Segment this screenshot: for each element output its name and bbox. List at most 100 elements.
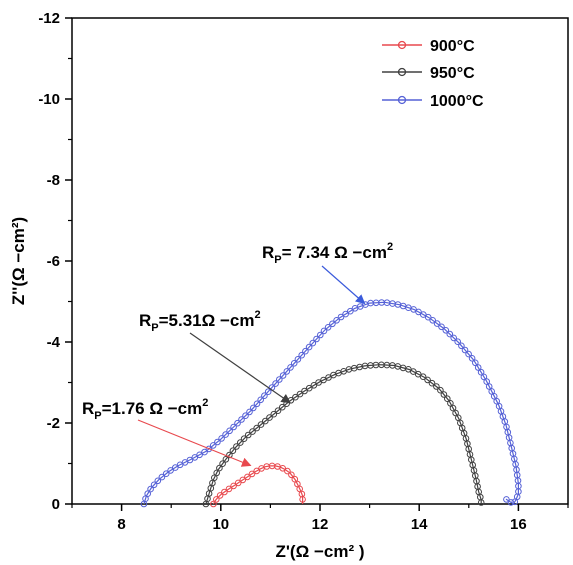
data-point bbox=[288, 471, 295, 479]
legend-label-1000: 1000°C bbox=[430, 93, 484, 110]
data-point bbox=[186, 456, 194, 464]
data-point bbox=[225, 485, 233, 493]
data-point bbox=[196, 451, 203, 459]
data-point bbox=[257, 396, 265, 404]
x-tick-label: 8 bbox=[117, 516, 125, 533]
data-point bbox=[279, 403, 286, 411]
data-point bbox=[237, 439, 244, 446]
data-point bbox=[465, 350, 472, 358]
data-point bbox=[305, 384, 313, 392]
series-layer bbox=[140, 299, 522, 508]
data-point bbox=[238, 416, 245, 423]
data-point bbox=[474, 364, 482, 371]
data-point bbox=[276, 376, 283, 383]
data-point bbox=[226, 427, 233, 435]
data-point bbox=[342, 310, 349, 318]
data-point bbox=[226, 451, 233, 459]
data-point bbox=[219, 460, 226, 468]
data-point bbox=[324, 324, 332, 331]
data-point bbox=[305, 343, 313, 351]
data-point bbox=[233, 443, 240, 450]
data-point bbox=[511, 498, 519, 506]
annotation-text-950: =5.31Ω −cm bbox=[159, 311, 255, 330]
data-point bbox=[410, 368, 417, 375]
y-tick-label: -6 bbox=[47, 253, 60, 270]
data-point bbox=[210, 500, 217, 508]
y-tick-label: -4 bbox=[47, 334, 61, 351]
series-1 bbox=[202, 361, 485, 508]
x-tick-label: 10 bbox=[212, 516, 229, 533]
data-point bbox=[294, 356, 302, 363]
data-point bbox=[317, 331, 324, 339]
annotation-rp-900: RP=1.76 Ω −cm2 bbox=[82, 397, 252, 467]
y-tick-label: -2 bbox=[47, 415, 60, 432]
legend-entry-1000: 1000°C bbox=[382, 93, 484, 110]
data-point bbox=[253, 424, 261, 432]
data-point bbox=[420, 311, 427, 318]
data-point bbox=[216, 492, 224, 499]
data-point bbox=[415, 308, 422, 316]
data-point bbox=[477, 368, 485, 376]
data-point bbox=[333, 317, 340, 324]
data-point bbox=[450, 334, 458, 342]
annotation-text-900: =1.76 Ω −cm bbox=[102, 399, 203, 418]
data-point bbox=[298, 351, 306, 359]
data-point bbox=[264, 388, 272, 396]
annotation-rp-1000: RP= 7.34 Ω −cm2 bbox=[262, 241, 393, 305]
data-point bbox=[266, 414, 273, 421]
y-axis-title: Z''(Ω −cm²) bbox=[9, 217, 28, 305]
data-point bbox=[279, 372, 287, 379]
legend-entry-950: 950°C bbox=[382, 65, 475, 82]
data-point bbox=[320, 376, 327, 384]
data-point bbox=[234, 419, 241, 427]
data-point bbox=[433, 383, 440, 390]
data-point bbox=[438, 323, 445, 331]
data-point bbox=[270, 410, 278, 418]
data-point bbox=[440, 391, 448, 398]
data-point bbox=[216, 464, 223, 472]
data-point bbox=[347, 307, 354, 315]
annotation-sup-950: 2 bbox=[255, 309, 261, 321]
y-tick-label: 0 bbox=[52, 496, 60, 513]
data-point bbox=[234, 479, 242, 487]
data-point bbox=[309, 339, 317, 347]
data-point bbox=[337, 313, 345, 321]
data-point bbox=[209, 442, 217, 449]
data-point bbox=[477, 499, 485, 506]
data-point bbox=[167, 467, 174, 474]
y-tick-label: -8 bbox=[47, 172, 60, 189]
annotation-sub-950: P bbox=[151, 322, 158, 334]
data-point bbox=[419, 373, 427, 381]
x-axis-title: Z'(Ω −cm² ) bbox=[276, 542, 365, 561]
annotation-arrow-900 bbox=[137, 419, 252, 467]
data-point bbox=[454, 338, 462, 346]
series-line bbox=[212, 465, 304, 505]
data-point bbox=[246, 408, 253, 416]
data-point bbox=[240, 435, 248, 443]
data-point bbox=[253, 400, 261, 408]
data-point bbox=[242, 412, 249, 420]
data-point bbox=[283, 368, 291, 375]
data-point bbox=[205, 445, 213, 453]
data-point bbox=[274, 407, 282, 415]
data-point bbox=[244, 473, 251, 481]
data-point bbox=[480, 373, 488, 381]
data-point bbox=[329, 320, 336, 328]
data-point bbox=[244, 431, 252, 439]
data-point bbox=[284, 467, 291, 475]
legend-label-900: 900°C bbox=[430, 38, 475, 55]
data-point bbox=[239, 476, 247, 484]
series-line bbox=[205, 364, 482, 505]
x-tick-label: 14 bbox=[411, 516, 428, 533]
data-point bbox=[461, 346, 469, 354]
data-point bbox=[442, 327, 450, 334]
data-point bbox=[144, 490, 151, 498]
data-point bbox=[229, 447, 237, 455]
data-point bbox=[313, 335, 320, 343]
data-point bbox=[218, 435, 225, 442]
y-tick-label: -12 bbox=[38, 10, 60, 27]
annotation-sup-1000: 2 bbox=[387, 241, 393, 253]
legend-entry-900: 900°C bbox=[382, 38, 475, 55]
data-point bbox=[213, 469, 220, 477]
